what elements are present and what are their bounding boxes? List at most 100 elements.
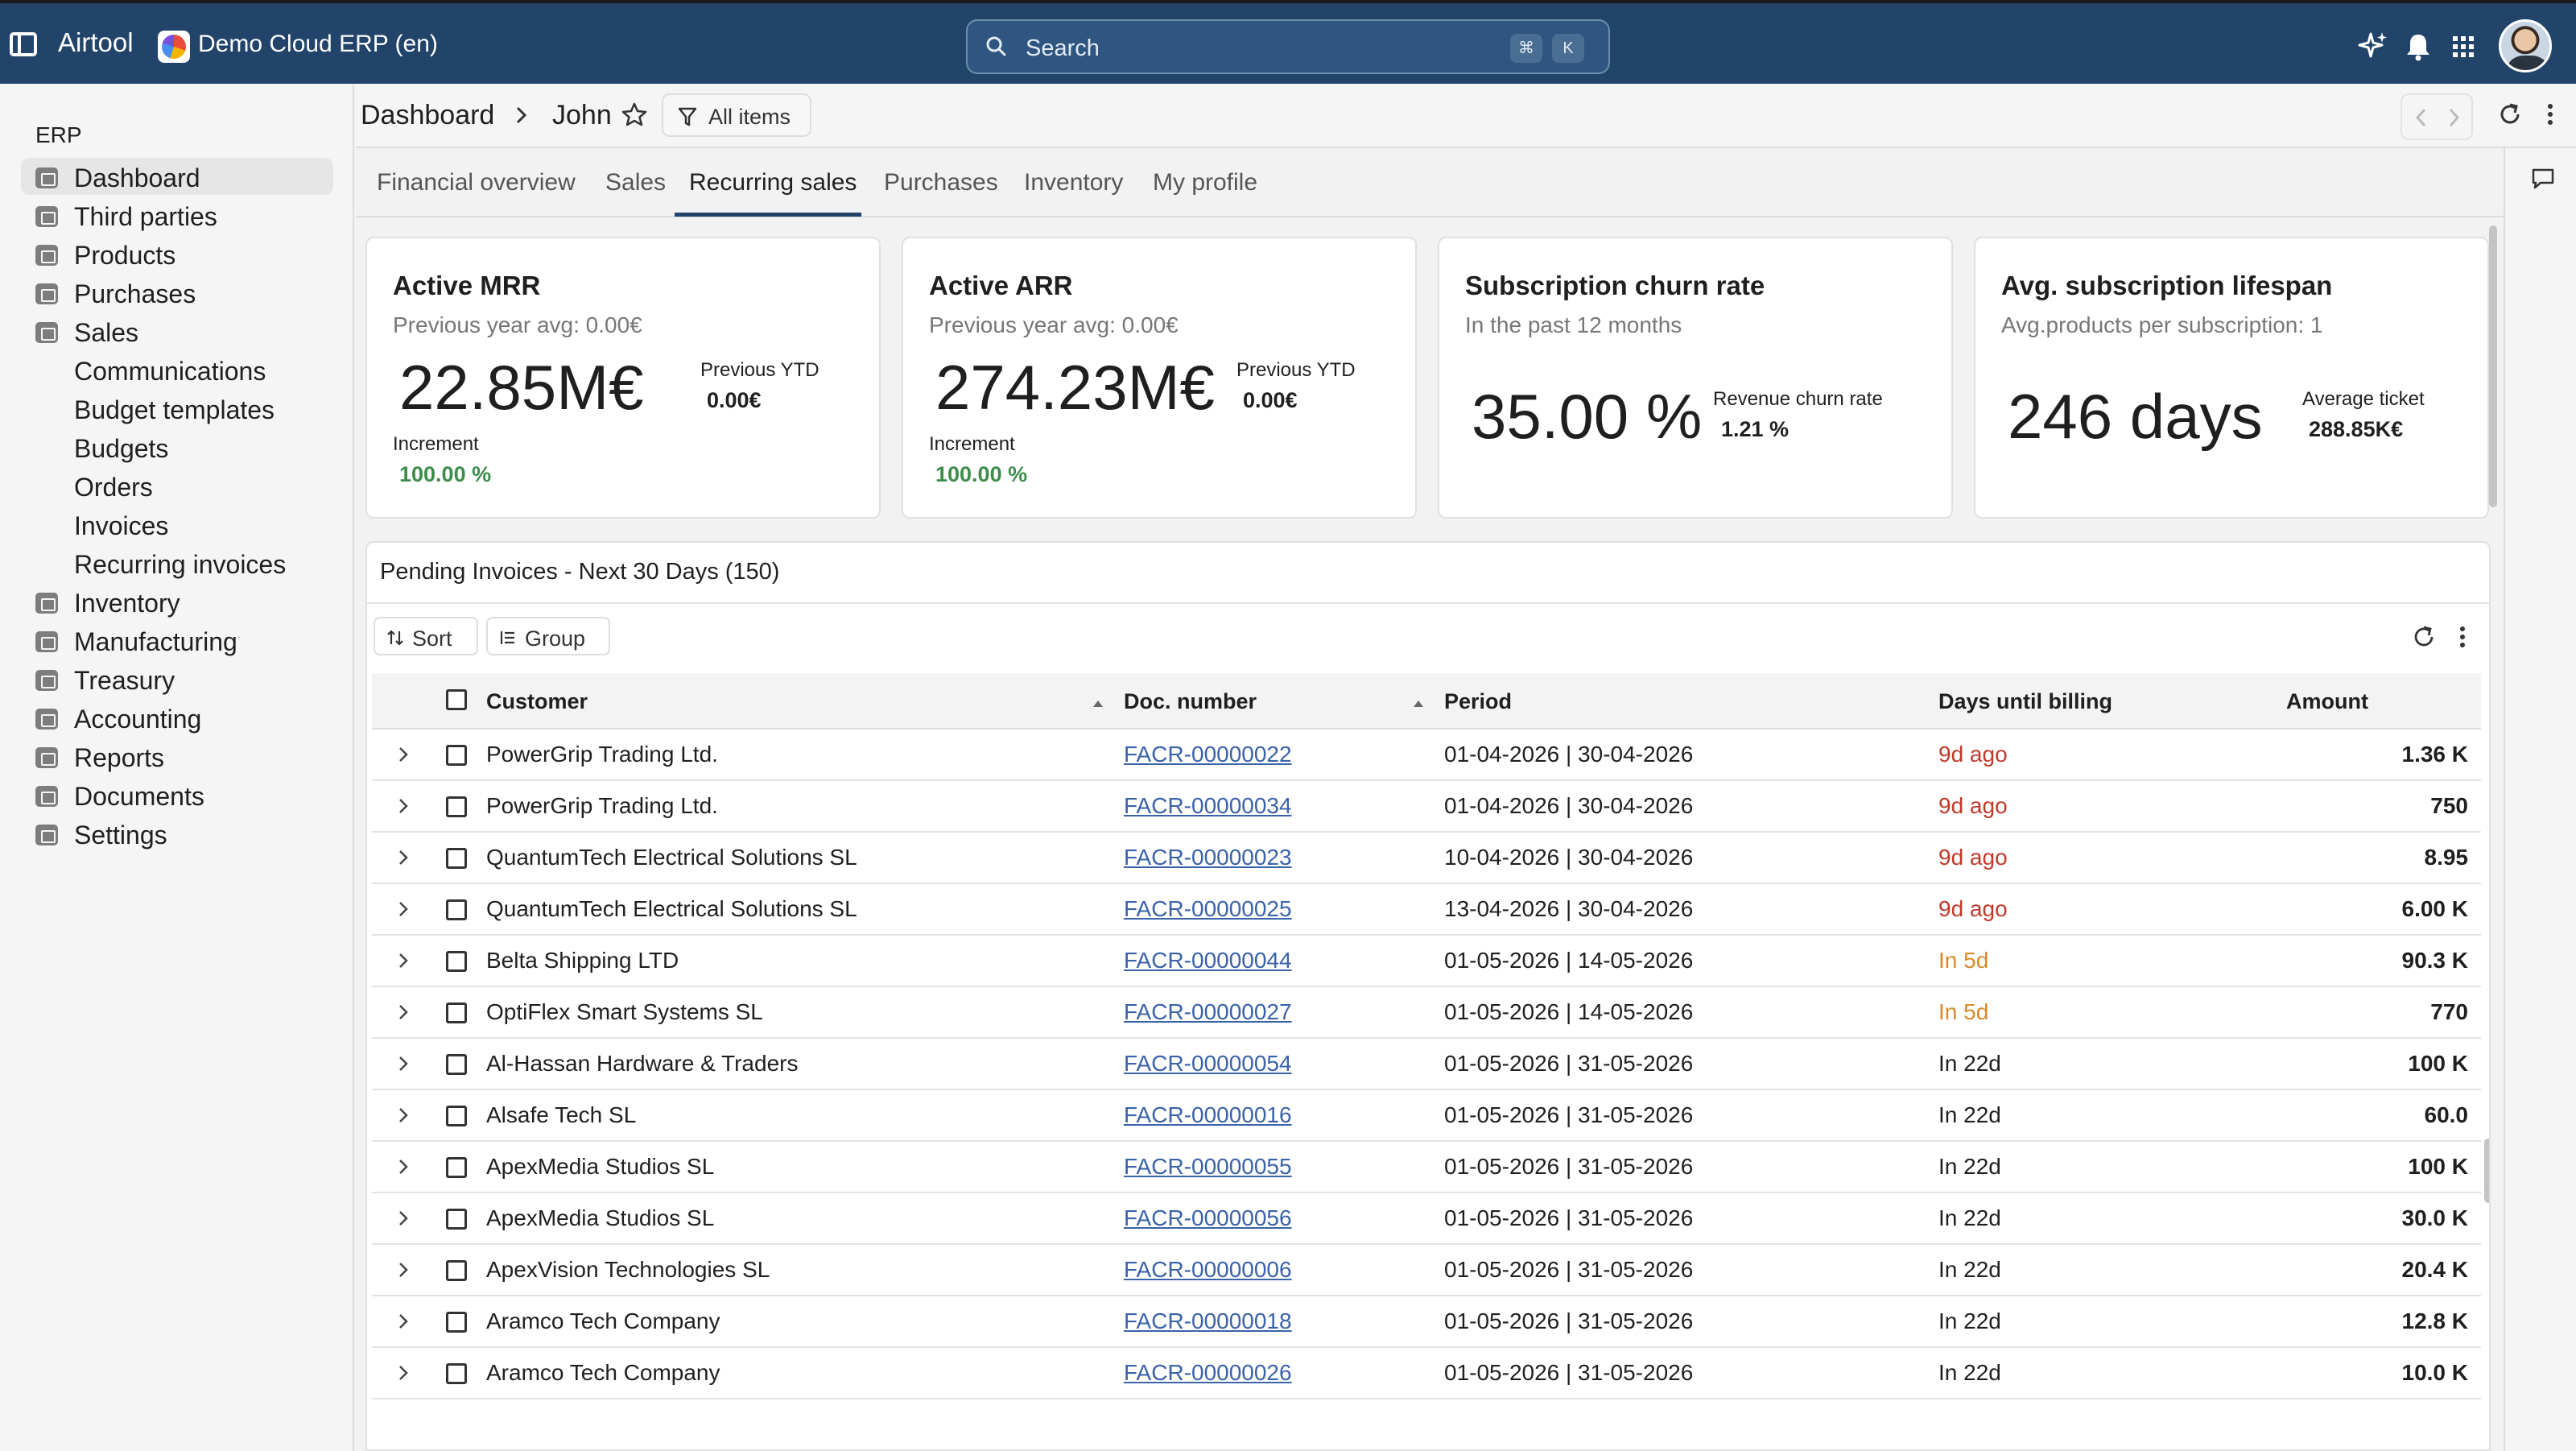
chevron-right-icon[interactable]: [394, 746, 412, 763]
chevron-right-icon[interactable]: [394, 1364, 412, 1382]
table-row[interactable]: PowerGrip Trading Ltd. FACR-00000034 01-04…: [372, 781, 2481, 833]
row-checkbox[interactable]: [446, 1209, 467, 1230]
chevron-right-icon[interactable]: [394, 1313, 412, 1330]
table-row[interactable]: Belta Shipping LTD FACR-00000044 01-05-202…: [372, 936, 2481, 987]
chevron-right-icon[interactable]: [394, 900, 412, 918]
comment-icon[interactable]: [2529, 166, 2557, 192]
app-name[interactable]: Airtool: [58, 27, 134, 57]
doc-number-link[interactable]: FACR-00000025: [1124, 896, 1292, 921]
sidebar-item-recurring-invoices[interactable]: Recurring invoices: [21, 544, 333, 581]
table-row[interactable]: ApexMedia Studios SL FACR-00000056 01-05-2…: [372, 1193, 2481, 1245]
tab-my-profile[interactable]: My profile: [1153, 169, 1258, 196]
tab-recurring-sales[interactable]: Recurring sales: [689, 169, 857, 196]
star-icon[interactable]: [621, 101, 647, 127]
sidebar-item-communications[interactable]: Communications: [21, 351, 333, 388]
apps-grid-icon[interactable]: [2447, 31, 2479, 63]
row-checkbox[interactable]: [446, 1157, 467, 1178]
bell-icon[interactable]: [2402, 31, 2434, 63]
row-checkbox[interactable]: [446, 1106, 467, 1126]
row-checkbox[interactable]: [446, 1363, 467, 1384]
sort-asc-icon[interactable]: [1414, 701, 1423, 707]
sparkle-icon[interactable]: [2357, 31, 2389, 63]
column-period[interactable]: Period: [1444, 689, 1513, 713]
table-row[interactable]: ApexVision Technologies SL FACR-00000006 0…: [372, 1245, 2481, 1296]
chevron-right-icon[interactable]: [394, 1106, 412, 1124]
column-amount[interactable]: Amount: [2286, 689, 2368, 713]
tab-sales[interactable]: Sales: [605, 169, 667, 196]
sidebar-item-inventory[interactable]: Inventory: [21, 583, 333, 620]
column-days-until-billing[interactable]: Days until billing: [1938, 689, 2113, 713]
company-selector[interactable]: Demo Cloud ERP (en): [198, 31, 438, 57]
sort-button[interactable]: Sort: [374, 617, 478, 655]
doc-number-link[interactable]: FACR-00000018: [1124, 1308, 1292, 1333]
sidebar-toggle-icon[interactable]: [10, 32, 37, 56]
chevron-right-icon[interactable]: [394, 849, 412, 866]
sidebar-item-treasury[interactable]: Treasury: [21, 660, 333, 697]
doc-number-link[interactable]: FACR-00000034: [1124, 793, 1292, 818]
table-row[interactable]: Alsafe Tech SL FACR-00000016 01-05-2026 | …: [372, 1090, 2481, 1142]
group-button[interactable]: Group: [486, 617, 610, 655]
sidebar-item-accounting[interactable]: Accounting: [21, 699, 333, 736]
table-more-icon[interactable]: [2449, 623, 2476, 651]
chevron-right-icon[interactable]: [394, 1209, 412, 1227]
table-row[interactable]: Aramco Tech Company FACR-00000018 01-05-20…: [372, 1296, 2481, 1348]
row-checkbox[interactable]: [446, 848, 467, 869]
chevron-right-icon[interactable]: [394, 1158, 412, 1176]
row-checkbox[interactable]: [446, 1312, 467, 1333]
sidebar-item-orders[interactable]: Orders: [21, 467, 333, 504]
sidebar-item-invoices[interactable]: Invoices: [21, 506, 333, 543]
chevron-right-icon[interactable]: [394, 952, 412, 969]
page-scrollbar[interactable]: [2489, 225, 2497, 507]
sidebar-item-budget-templates[interactable]: Budget templates: [21, 390, 333, 427]
table-row[interactable]: QuantumTech Electrical Solutions SL FACR-…: [372, 833, 2481, 884]
row-checkbox[interactable]: [446, 1260, 467, 1281]
chevron-right-nav-icon[interactable]: [2444, 106, 2463, 129]
sidebar-item-manufacturing[interactable]: Manufacturing: [21, 622, 333, 659]
chevron-left-icon[interactable]: [2412, 106, 2431, 129]
user-avatar[interactable]: [2499, 19, 2552, 72]
table-scrollbar[interactable]: [2484, 1139, 2489, 1203]
table-row[interactable]: PowerGrip Trading Ltd. FACR-00000022 01-04…: [372, 730, 2481, 781]
doc-number-link[interactable]: FACR-00000026: [1124, 1360, 1292, 1385]
doc-number-link[interactable]: FACR-00000044: [1124, 948, 1292, 973]
doc-number-link[interactable]: FACR-00000022: [1124, 742, 1292, 767]
table-row[interactable]: OptiFlex Smart Systems SL FACR-00000027 01…: [372, 987, 2481, 1039]
refresh-icon[interactable]: [2497, 101, 2523, 127]
doc-number-link[interactable]: FACR-00000027: [1124, 999, 1292, 1024]
tab-inventory[interactable]: Inventory: [1024, 169, 1124, 196]
table-row[interactable]: Al-Hassan Hardware & Traders FACR-0000005…: [372, 1039, 2481, 1090]
row-checkbox[interactable]: [446, 745, 467, 766]
row-checkbox[interactable]: [446, 951, 467, 972]
doc-number-link[interactable]: FACR-00000054: [1124, 1051, 1292, 1076]
sort-asc-icon[interactable]: [1093, 701, 1103, 707]
sidebar-item-budgets[interactable]: Budgets: [21, 428, 333, 465]
sidebar-item-sales[interactable]: Sales: [21, 312, 333, 349]
tab-financial-overview[interactable]: Financial overview: [377, 169, 576, 196]
sidebar-item-documents[interactable]: Documents: [21, 776, 333, 813]
doc-number-link[interactable]: FACR-00000016: [1124, 1102, 1292, 1127]
chevron-right-icon[interactable]: [394, 797, 412, 815]
sidebar-item-reports[interactable]: Reports: [21, 738, 333, 775]
sidebar-item-dashboard[interactable]: Dashboard: [21, 158, 333, 195]
doc-number-link[interactable]: FACR-00000055: [1124, 1154, 1292, 1179]
column-doc-number[interactable]: Doc. number: [1124, 689, 1257, 713]
tab-purchases[interactable]: Purchases: [884, 169, 998, 196]
doc-number-link[interactable]: FACR-00000056: [1124, 1205, 1292, 1230]
doc-number-link[interactable]: FACR-00000006: [1124, 1257, 1292, 1282]
row-checkbox[interactable]: [446, 1054, 467, 1075]
select-all-checkbox[interactable]: [446, 689, 467, 710]
doc-number-link[interactable]: FACR-00000023: [1124, 845, 1292, 870]
breadcrumb-dashboard[interactable]: Dashboard: [361, 100, 495, 130]
table-row[interactable]: QuantumTech Electrical Solutions SL FACR-…: [372, 884, 2481, 936]
sidebar-item-purchases[interactable]: Purchases: [21, 274, 333, 311]
search-input[interactable]: Search ⌘ K: [966, 19, 1610, 74]
more-vertical-icon[interactable]: [2537, 101, 2563, 127]
chevron-right-icon[interactable]: [394, 1261, 412, 1279]
table-refresh-icon[interactable]: [2410, 623, 2438, 651]
sidebar-item-third-parties[interactable]: Third parties: [21, 196, 333, 234]
sidebar-item-products[interactable]: Products: [21, 235, 333, 272]
chevron-right-icon[interactable]: [394, 1003, 412, 1021]
row-checkbox[interactable]: [446, 1002, 467, 1023]
table-row[interactable]: Aramco Tech Company FACR-00000026 01-05-20…: [372, 1348, 2481, 1399]
column-customer[interactable]: Customer: [486, 689, 588, 713]
